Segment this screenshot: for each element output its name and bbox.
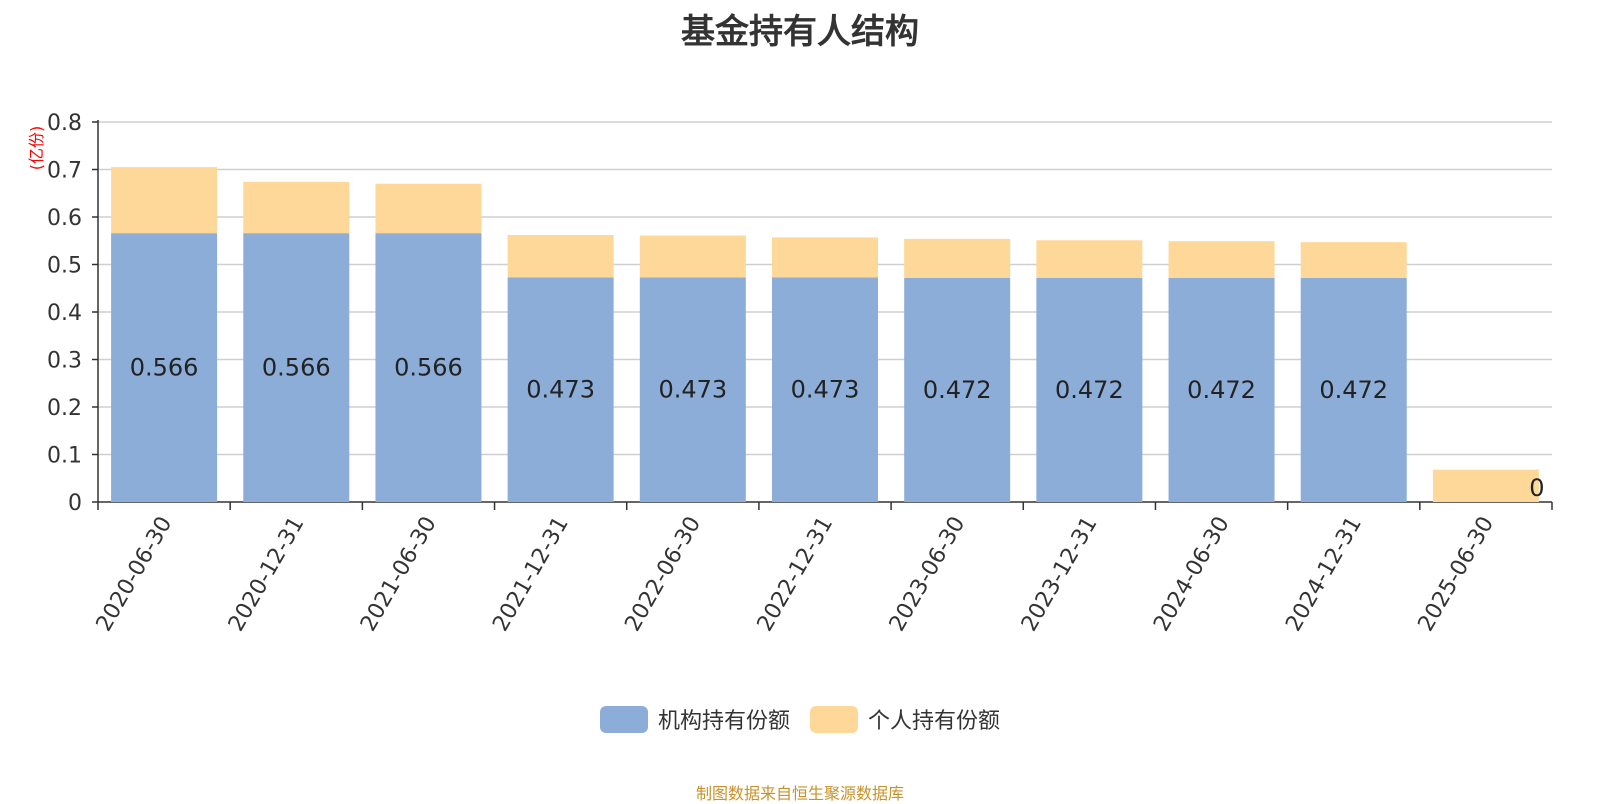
x-tick-label: 2020-12-31 (224, 513, 310, 636)
data-label-institutional: 0.472 (1055, 376, 1124, 404)
x-tick-label: 2024-12-31 (1281, 513, 1367, 636)
legend-label-institutional: 机构持有份额 (657, 709, 790, 734)
bar-individual (507, 235, 614, 278)
data-label-institutional: 0 (1529, 474, 1544, 502)
bar-individual (904, 238, 1011, 278)
bar-individual (375, 183, 482, 234)
data-label-institutional: 0.566 (262, 354, 331, 382)
legend-label-individual: 个人持有份额 (868, 709, 1001, 734)
x-tick-label: 2021-06-30 (356, 513, 442, 636)
y-tick-label: 0.6 (47, 206, 82, 231)
bar-individual (1168, 241, 1275, 278)
y-tick-label: 0.1 (47, 444, 82, 469)
data-label-institutional: 0.473 (658, 376, 727, 404)
bar-individual (772, 237, 878, 278)
x-tick-label: 2023-06-30 (885, 513, 971, 636)
bar-institutional (1168, 277, 1275, 502)
bar-institutional (639, 277, 746, 502)
data-label-institutional: 0.472 (923, 376, 992, 404)
legend-item-individual[interactable]: 个人持有份额 (810, 703, 1000, 735)
x-tick-label: 2020-06-30 (92, 513, 178, 636)
y-axis-label: (亿份) (27, 126, 46, 171)
y-tick-label: 0.3 (47, 349, 82, 374)
bar-individual (1432, 469, 1539, 502)
bar-individual (1036, 240, 1143, 278)
x-tick-label: 2022-06-30 (620, 513, 706, 636)
x-tick-label: 2024-06-30 (1149, 513, 1235, 636)
bar-institutional (375, 233, 482, 502)
x-tick-label: 2023-12-31 (1017, 513, 1103, 636)
data-label-institutional: 0.472 (1187, 376, 1256, 404)
data-label-institutional: 0.566 (394, 354, 463, 382)
y-tick-label: 0.5 (47, 254, 82, 279)
bar-institutional (243, 233, 350, 502)
bar-institutional (772, 277, 878, 502)
source-note: 制图数据来自恒生聚源数据库 (695, 784, 904, 803)
bar-individual (243, 181, 350, 234)
bar-institutional (111, 233, 218, 502)
y-tick-label: 0.4 (47, 301, 82, 326)
legend-item-institutional[interactable]: 机构持有份额 (599, 703, 790, 735)
bar-institutional (1300, 277, 1407, 502)
bar-institutional (1036, 277, 1143, 502)
chart-title: 基金持有人结构 (681, 12, 919, 52)
bar-individual (111, 167, 218, 234)
x-tick-label: 2021-12-31 (488, 513, 574, 636)
y-tick-label: 0 (68, 491, 82, 516)
legend-swatch-institutional (599, 705, 648, 733)
legend: 机构持有份额 个人持有份额 (0, 703, 1600, 735)
bar-individual (639, 235, 746, 278)
legend-swatch-individual (810, 705, 858, 733)
bar-individual (1300, 242, 1407, 278)
data-label-institutional: 0.472 (1319, 376, 1388, 404)
y-tick-label: 0.2 (47, 396, 82, 421)
x-tick-label: 2022-12-31 (753, 513, 839, 636)
y-tick-label: 0.7 (47, 159, 82, 184)
data-label-institutional: 0.473 (526, 376, 595, 404)
data-label-institutional: 0.566 (130, 354, 199, 382)
data-label-institutional: 0.473 (791, 376, 860, 404)
bar-institutional (507, 277, 614, 502)
bar-institutional (904, 277, 1011, 502)
x-tick-label: 2025-06-30 (1414, 513, 1500, 636)
y-tick-label: 0.8 (47, 111, 82, 136)
